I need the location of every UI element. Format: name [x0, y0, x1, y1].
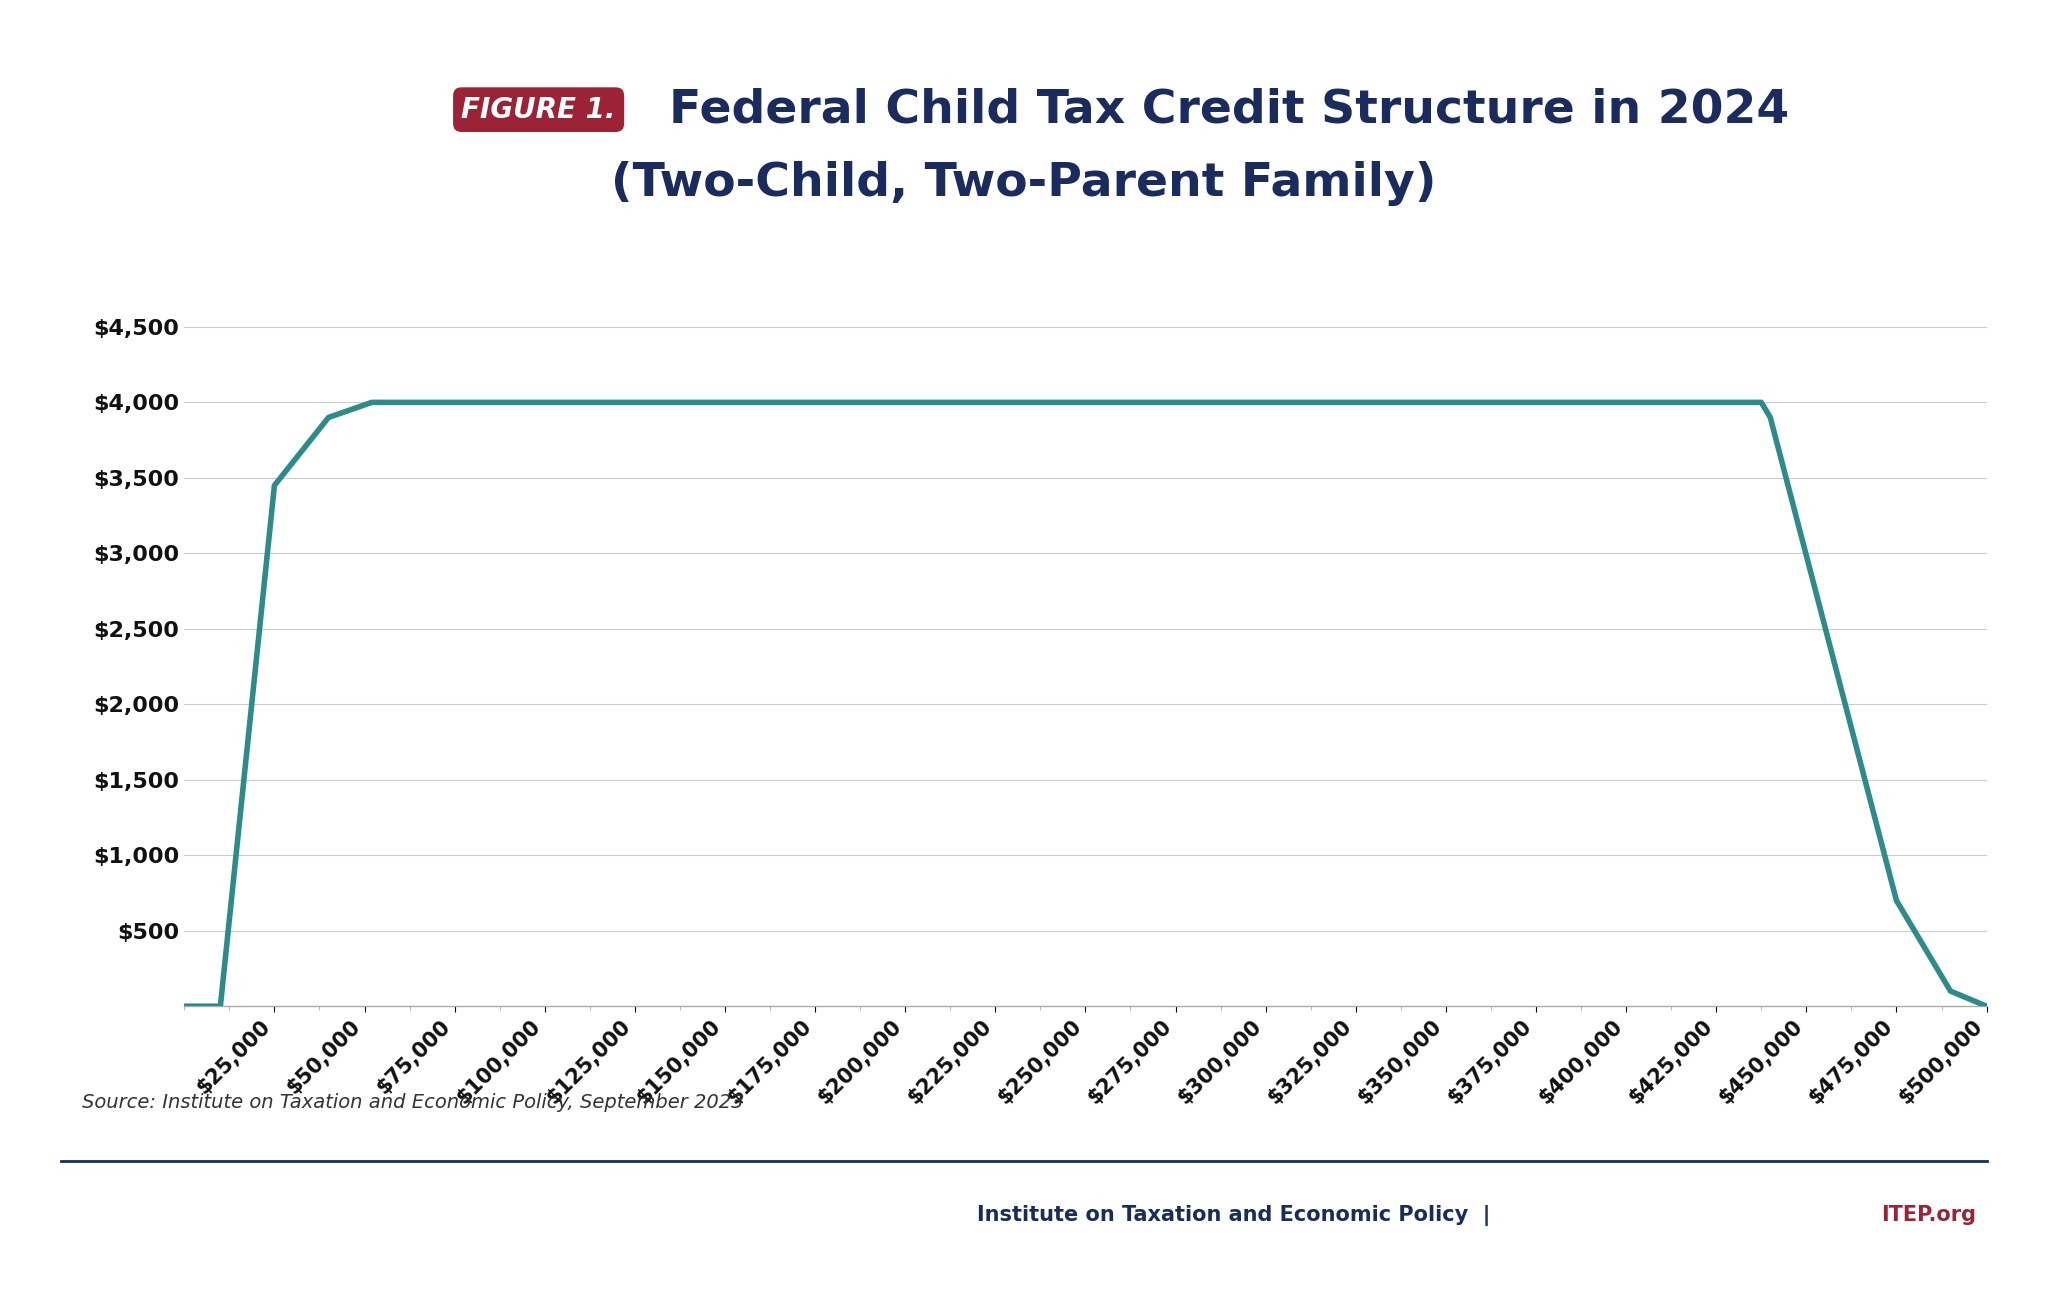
Text: ITEP.org: ITEP.org: [1882, 1205, 1976, 1226]
Text: Institute on Taxation and Economic Policy  |: Institute on Taxation and Economic Polic…: [977, 1205, 1505, 1226]
Text: Federal Child Tax Credit Structure in 2024: Federal Child Tax Credit Structure in 20…: [670, 88, 1788, 132]
Text: Source: Institute on Taxation and Economic Policy, September 2023: Source: Institute on Taxation and Econom…: [82, 1094, 743, 1112]
Text: FIGURE 1.: FIGURE 1.: [461, 95, 616, 124]
Text: (Two-Child, Two-Parent Family): (Two-Child, Two-Parent Family): [610, 161, 1438, 205]
